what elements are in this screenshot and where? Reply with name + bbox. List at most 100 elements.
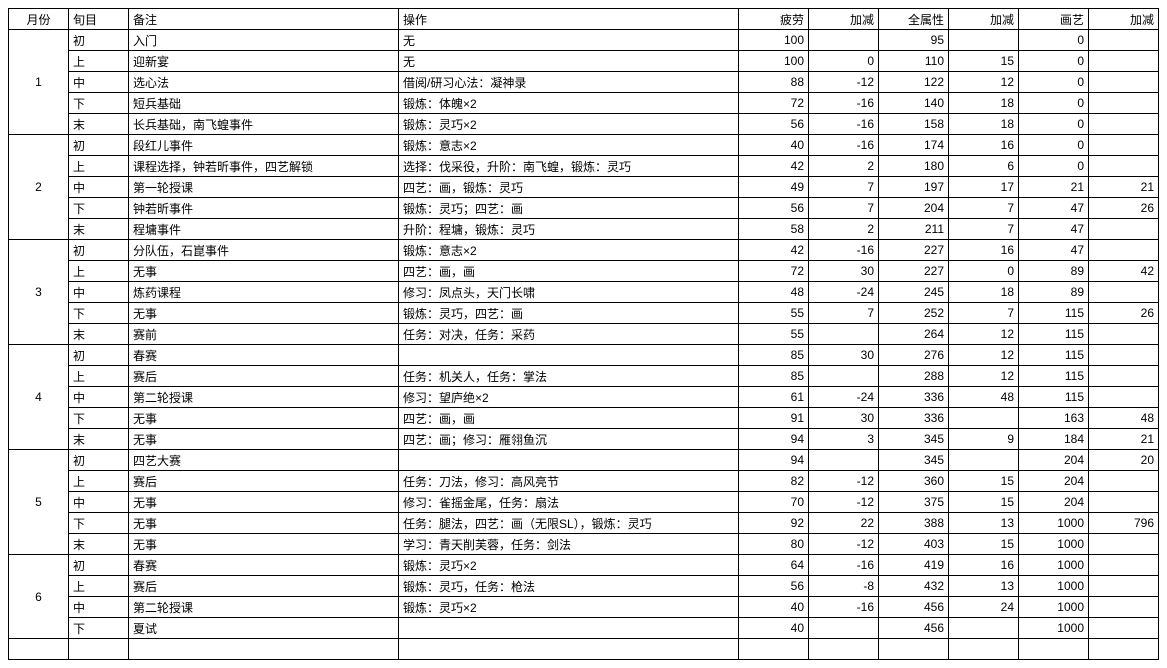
attr-cell: 204: [879, 198, 949, 219]
attr-cell: 345: [879, 429, 949, 450]
attr-cell: 276: [879, 345, 949, 366]
note-cell: 长兵基础，南飞蝗事件: [129, 114, 399, 135]
note-cell: 赛后: [129, 576, 399, 597]
col-header-month: 月份: [9, 9, 69, 30]
delta-p-cell: [1089, 240, 1159, 261]
delta-p-cell: [1089, 387, 1159, 408]
delta-a-cell: 16: [949, 135, 1019, 156]
delta-f-cell: -12: [809, 534, 879, 555]
delta-p-cell: 26: [1089, 303, 1159, 324]
fatigue-cell: 100: [739, 51, 809, 72]
op-cell: [399, 450, 739, 471]
attr-cell: 140: [879, 93, 949, 114]
fatigue-cell: 70: [739, 492, 809, 513]
xun-cell: 下: [69, 303, 129, 324]
attr-cell: 419: [879, 555, 949, 576]
op-cell: 锻炼：灵巧×2: [399, 555, 739, 576]
delta-p-cell: 48: [1089, 408, 1159, 429]
delta-p-cell: [1089, 51, 1159, 72]
note-cell: 夏试: [129, 618, 399, 639]
xun-cell: 中: [69, 597, 129, 618]
delta-a-cell: [949, 30, 1019, 51]
delta-p-cell: [1089, 135, 1159, 156]
delta-a-cell: 13: [949, 513, 1019, 534]
delta-a-cell: [949, 408, 1019, 429]
delta-f-cell: -16: [809, 93, 879, 114]
delta-a-cell: 18: [949, 282, 1019, 303]
empty-cell: [399, 639, 739, 660]
xun-cell: 下: [69, 408, 129, 429]
table-row: 4初春赛853027612115: [9, 345, 1159, 366]
table-row: 中选心法借阅/研习心法：凝神录88-12122120: [9, 72, 1159, 93]
fatigue-cell: 100: [739, 30, 809, 51]
table-row: 3初分队伍，石崑事件锻炼：意志×242-162271647: [9, 240, 1159, 261]
table-row: 中第二轮授课锻炼：灵巧×240-16456241000: [9, 597, 1159, 618]
table-row: 下夏试404561000: [9, 618, 1159, 639]
fatigue-cell: 72: [739, 261, 809, 282]
fatigue-cell: 55: [739, 303, 809, 324]
delta-f-cell: -12: [809, 471, 879, 492]
delta-p-cell: [1089, 93, 1159, 114]
month-cell: 1: [9, 30, 69, 135]
delta-p-cell: [1089, 114, 1159, 135]
fatigue-cell: 92: [739, 513, 809, 534]
note-cell: 无事: [129, 303, 399, 324]
fatigue-cell: 85: [739, 345, 809, 366]
paint-cell: 0: [1019, 114, 1089, 135]
op-cell: 修习：望庐绝×2: [399, 387, 739, 408]
note-cell: 选心法: [129, 72, 399, 93]
delta-a-cell: 16: [949, 555, 1019, 576]
fatigue-cell: 42: [739, 156, 809, 177]
table-row: 1初入门无100950: [9, 30, 1159, 51]
col-header-paint: 画艺: [1019, 9, 1089, 30]
delta-a-cell: 15: [949, 51, 1019, 72]
delta-f-cell: [809, 324, 879, 345]
col-header-op: 操作: [399, 9, 739, 30]
empty-cell: [949, 639, 1019, 660]
empty-cell: [69, 639, 129, 660]
op-cell: 锻炼：体魄×2: [399, 93, 739, 114]
op-cell: 选择：伐采役，升阶：南飞蝗，锻炼：灵巧: [399, 156, 739, 177]
month-cell: 6: [9, 555, 69, 639]
fatigue-cell: 40: [739, 135, 809, 156]
fatigue-cell: 94: [739, 429, 809, 450]
delta-a-cell: 7: [949, 219, 1019, 240]
delta-p-cell: [1089, 30, 1159, 51]
delta-f-cell: -16: [809, 555, 879, 576]
col-header-delta-a: 加减: [949, 9, 1019, 30]
fatigue-cell: 40: [739, 618, 809, 639]
table-row: 上迎新宴无1000110150: [9, 51, 1159, 72]
note-cell: 无事: [129, 261, 399, 282]
op-cell: 借阅/研习心法：凝神录: [399, 72, 739, 93]
op-cell: 无: [399, 51, 739, 72]
xun-cell: 上: [69, 471, 129, 492]
op-cell: 四艺：画，锻炼：灵巧: [399, 177, 739, 198]
op-cell: [399, 345, 739, 366]
table-row: 末无事学习：青天削芙蓉，任务：剑法80-12403151000: [9, 534, 1159, 555]
paint-cell: 0: [1019, 51, 1089, 72]
delta-a-cell: 18: [949, 114, 1019, 135]
xun-cell: 上: [69, 576, 129, 597]
col-header-fatigue: 疲劳: [739, 9, 809, 30]
delta-a-cell: 15: [949, 534, 1019, 555]
attr-cell: 245: [879, 282, 949, 303]
xun-cell: 中: [69, 72, 129, 93]
delta-a-cell: [949, 618, 1019, 639]
xun-cell: 下: [69, 618, 129, 639]
delta-a-cell: 16: [949, 240, 1019, 261]
fatigue-cell: 82: [739, 471, 809, 492]
op-cell: 锻炼：意志×2: [399, 240, 739, 261]
attr-cell: 336: [879, 408, 949, 429]
month-cell: 4: [9, 345, 69, 450]
month-cell: 3: [9, 240, 69, 345]
delta-a-cell: 15: [949, 471, 1019, 492]
xun-cell: 初: [69, 240, 129, 261]
note-cell: 赛前: [129, 324, 399, 345]
xun-cell: 中: [69, 387, 129, 408]
fatigue-cell: 85: [739, 366, 809, 387]
xun-cell: 下: [69, 198, 129, 219]
attr-cell: 456: [879, 618, 949, 639]
op-cell: 锻炼：灵巧；四艺：画: [399, 198, 739, 219]
paint-cell: 0: [1019, 72, 1089, 93]
note-cell: 第一轮授课: [129, 177, 399, 198]
